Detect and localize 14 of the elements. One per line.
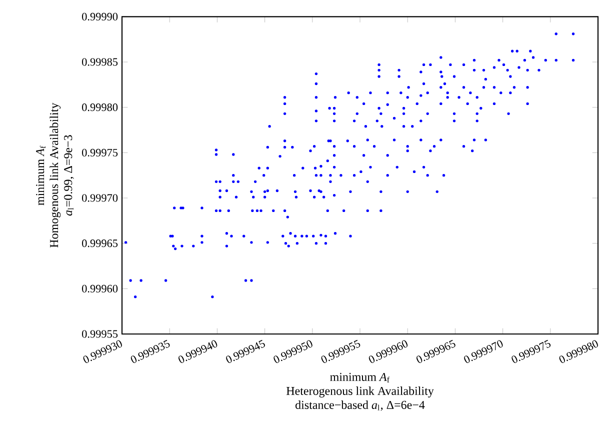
y-tick-label: 0.99985 <box>82 58 118 66</box>
text: Homogenous link Availability <box>50 102 61 248</box>
text: a$_{l}$=0.99, Δ=9e−3 <box>64 135 74 216</box>
y-tick-label: 0.99975 <box>82 148 118 156</box>
y-tick-label: 0.99970 <box>82 194 118 202</box>
y-axis-title: minimum A$_{f}$ <box>36 146 46 206</box>
y-tick-label: 0.99965 <box>82 240 118 248</box>
y-tick-label: 0.99960 <box>82 284 118 292</box>
y-tick-label: 0.99990 <box>82 12 118 20</box>
text: Heterogenous link Availability <box>286 386 434 398</box>
text: distance−based a$_{l}$, Δ=6e−4 <box>296 400 425 411</box>
y-tick-label: 0.99980 <box>82 104 118 112</box>
y-tick-label: 0.99955 <box>82 330 118 338</box>
x-axis-title: minimum A$_{f}$ <box>330 372 390 382</box>
